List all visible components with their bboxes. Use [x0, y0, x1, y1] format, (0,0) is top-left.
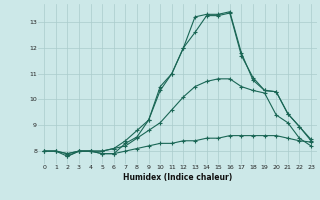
X-axis label: Humidex (Indice chaleur): Humidex (Indice chaleur): [123, 173, 232, 182]
